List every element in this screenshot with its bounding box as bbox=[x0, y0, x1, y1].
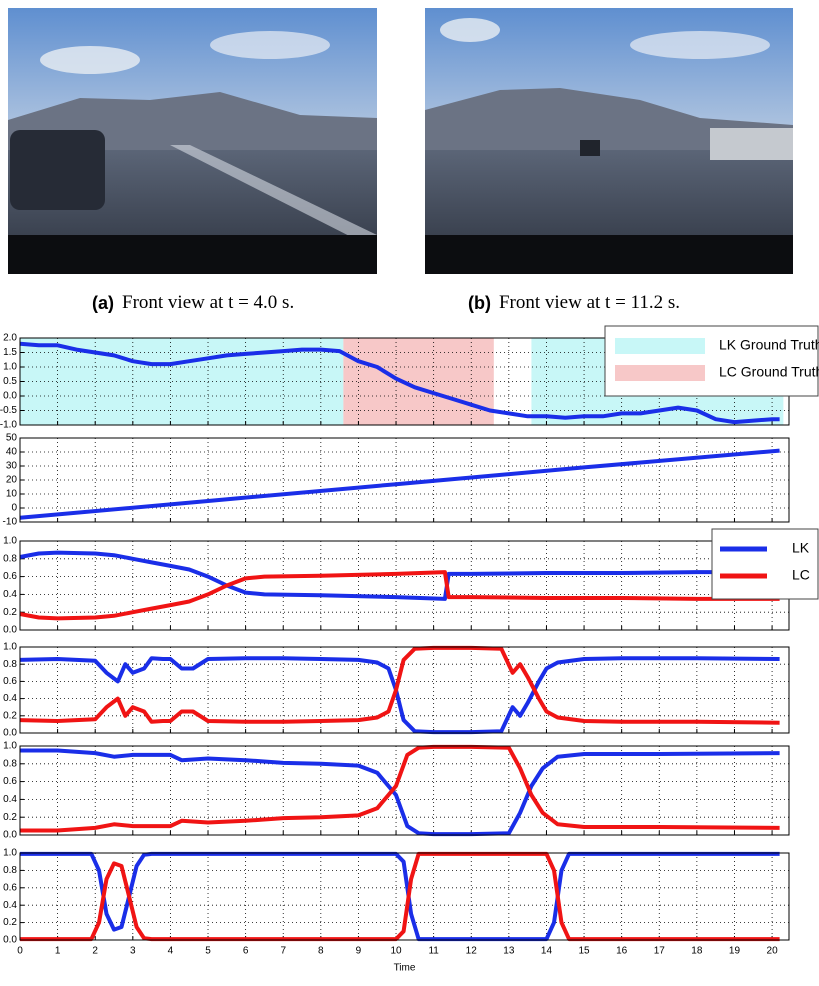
y-tick-label: 0.0 bbox=[3, 625, 17, 636]
x-tick-label: 20 bbox=[767, 946, 779, 957]
x-tick-label: 6 bbox=[243, 946, 249, 957]
data-line bbox=[20, 854, 780, 939]
data-line bbox=[20, 854, 780, 939]
y-tick-label: 0.4 bbox=[3, 589, 17, 600]
x-tick-label: 15 bbox=[578, 946, 590, 957]
figure: (a) Front view at t = 4.0 s. (b) Front vie… bbox=[0, 0, 819, 981]
y-tick-label: 0.6 bbox=[3, 571, 17, 582]
y-tick-label: 0.4 bbox=[3, 693, 17, 704]
y-tick-label: 50 bbox=[6, 433, 18, 444]
x-tick-label: 1 bbox=[55, 946, 61, 957]
x-tick-label: 13 bbox=[503, 946, 515, 957]
data-line bbox=[20, 451, 780, 518]
x-tick-label: 10 bbox=[390, 946, 402, 957]
x-tick-label: 0 bbox=[17, 946, 23, 957]
x-tick-label: 4 bbox=[168, 946, 174, 957]
y-tick-label: -10 bbox=[3, 517, 18, 528]
y-tick-label: 0.0 bbox=[3, 391, 17, 402]
y-tick-label: 0.0 bbox=[3, 728, 17, 739]
y-tick-label: 0.8 bbox=[3, 659, 17, 670]
y-tick-label: 0 bbox=[11, 503, 17, 514]
y-tick-label: 1.5 bbox=[3, 347, 17, 358]
caption-text: Front view at t = 4.0 s. bbox=[122, 292, 294, 313]
y-tick-label: 1.0 bbox=[3, 536, 17, 547]
x-tick-label: 18 bbox=[691, 946, 703, 957]
x-tick-label: 16 bbox=[616, 946, 628, 957]
caption-label: (b) bbox=[468, 293, 491, 313]
caption-b: (b) Front view at t = 11.2 s. bbox=[468, 292, 680, 313]
x-tick-label: 12 bbox=[466, 946, 478, 957]
y-tick-label: 0.8 bbox=[3, 865, 17, 876]
x-tick-label: 2 bbox=[92, 946, 98, 957]
photo-b bbox=[425, 8, 793, 274]
span bbox=[343, 338, 493, 425]
y-tick-label: 0.2 bbox=[3, 917, 17, 928]
x-tick-label: 14 bbox=[541, 946, 553, 957]
x-tick-label: 17 bbox=[654, 946, 666, 957]
photo-a bbox=[8, 8, 377, 274]
y-tick-label: 0.8 bbox=[3, 758, 17, 769]
y-tick-label: 0.8 bbox=[3, 553, 17, 564]
body: {"subfigures": [ {"label": "(a)", "capti… bbox=[0, 0, 819, 981]
x-tick-label: 11 bbox=[428, 946, 439, 957]
y-tick-label: 0.0 bbox=[3, 935, 17, 946]
y-tick-label: 0.4 bbox=[3, 794, 17, 805]
y-tick-label: 20 bbox=[6, 475, 18, 486]
page: body { margin: 0; width: 819px; height: … bbox=[0, 0, 819, 981]
y-tick-label: 1.0 bbox=[3, 848, 17, 859]
y-tick-label: 1.0 bbox=[3, 741, 17, 752]
legend-label: LC Ground Truth bbox=[719, 364, 819, 380]
caption-text: Front view at t = 11.2 s. bbox=[499, 292, 680, 313]
y-tick-label: 0.2 bbox=[3, 607, 17, 618]
y-tick-label: 0.2 bbox=[3, 710, 17, 721]
y-tick-label: 0.0 bbox=[3, 830, 17, 841]
plot-frame bbox=[20, 541, 789, 630]
y-tick-label: 0.6 bbox=[3, 676, 17, 687]
y-tick-label: 10 bbox=[6, 489, 18, 500]
x-tick-label: 8 bbox=[318, 946, 324, 957]
y-tick-label: 0.4 bbox=[3, 900, 17, 911]
caption-label: (a) bbox=[92, 293, 114, 313]
y-tick-label: 30 bbox=[6, 461, 18, 472]
legend-label: LK Ground Truth bbox=[719, 337, 819, 353]
legend-patch bbox=[615, 365, 705, 381]
y-tick-label: 0.6 bbox=[3, 882, 17, 893]
data-line bbox=[20, 747, 780, 831]
x-axis-label: Time bbox=[394, 963, 416, 974]
legend-patch bbox=[615, 338, 705, 354]
x-tick-label: 5 bbox=[205, 946, 211, 957]
legend-label: LC bbox=[792, 567, 810, 583]
caption-a: (a) Front view at t = 4.0 s. bbox=[92, 292, 294, 313]
data-line bbox=[20, 751, 780, 835]
y-tick-label: 0.6 bbox=[3, 776, 17, 787]
y-tick-label: 40 bbox=[6, 447, 18, 458]
legend-label: LK bbox=[792, 540, 810, 556]
y-tick-label: 0.2 bbox=[3, 812, 17, 823]
y-tick-label: -1.0 bbox=[0, 420, 17, 431]
y-tick-label: 2.0 bbox=[3, 333, 17, 344]
y-tick-label: 1.0 bbox=[3, 362, 17, 373]
x-tick-label: 19 bbox=[729, 946, 741, 957]
y-tick-label: 1.0 bbox=[3, 642, 17, 653]
y-tick-label: -0.5 bbox=[0, 405, 17, 416]
y-tick-label: 0.5 bbox=[3, 376, 17, 387]
x-tick-label: 3 bbox=[130, 946, 136, 957]
x-tick-label: 7 bbox=[280, 946, 286, 957]
x-tick-label: 9 bbox=[356, 946, 362, 957]
